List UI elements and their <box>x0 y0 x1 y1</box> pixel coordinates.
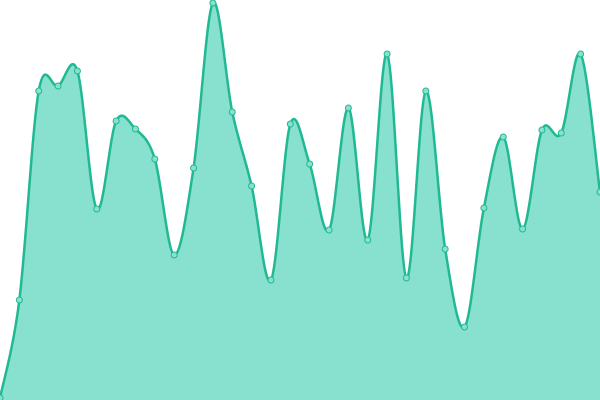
data-point <box>538 126 546 134</box>
data-point <box>151 155 159 163</box>
data-point <box>344 104 352 112</box>
data-point <box>209 0 217 7</box>
data-point <box>54 82 62 90</box>
data-point <box>267 276 275 284</box>
data-point <box>170 251 178 259</box>
data-point <box>93 205 101 213</box>
data-point <box>383 50 391 58</box>
data-point <box>364 236 372 244</box>
data-point <box>577 50 585 58</box>
data-point <box>499 133 507 141</box>
data-point <box>596 188 600 196</box>
data-point <box>190 164 198 172</box>
data-point <box>519 225 527 233</box>
data-point <box>35 87 43 95</box>
data-point <box>422 87 430 95</box>
data-point <box>73 67 81 75</box>
data-point <box>461 323 469 331</box>
data-point <box>480 204 488 212</box>
data-point <box>441 245 449 253</box>
data-point <box>402 274 410 282</box>
data-point <box>557 129 565 137</box>
data-point <box>15 296 23 304</box>
data-point <box>131 125 139 133</box>
data-point <box>0 394 4 400</box>
data-point <box>286 120 294 128</box>
data-point <box>228 108 236 116</box>
data-point <box>306 160 314 168</box>
data-point <box>325 226 333 234</box>
data-point <box>248 182 256 190</box>
data-point <box>112 117 120 125</box>
